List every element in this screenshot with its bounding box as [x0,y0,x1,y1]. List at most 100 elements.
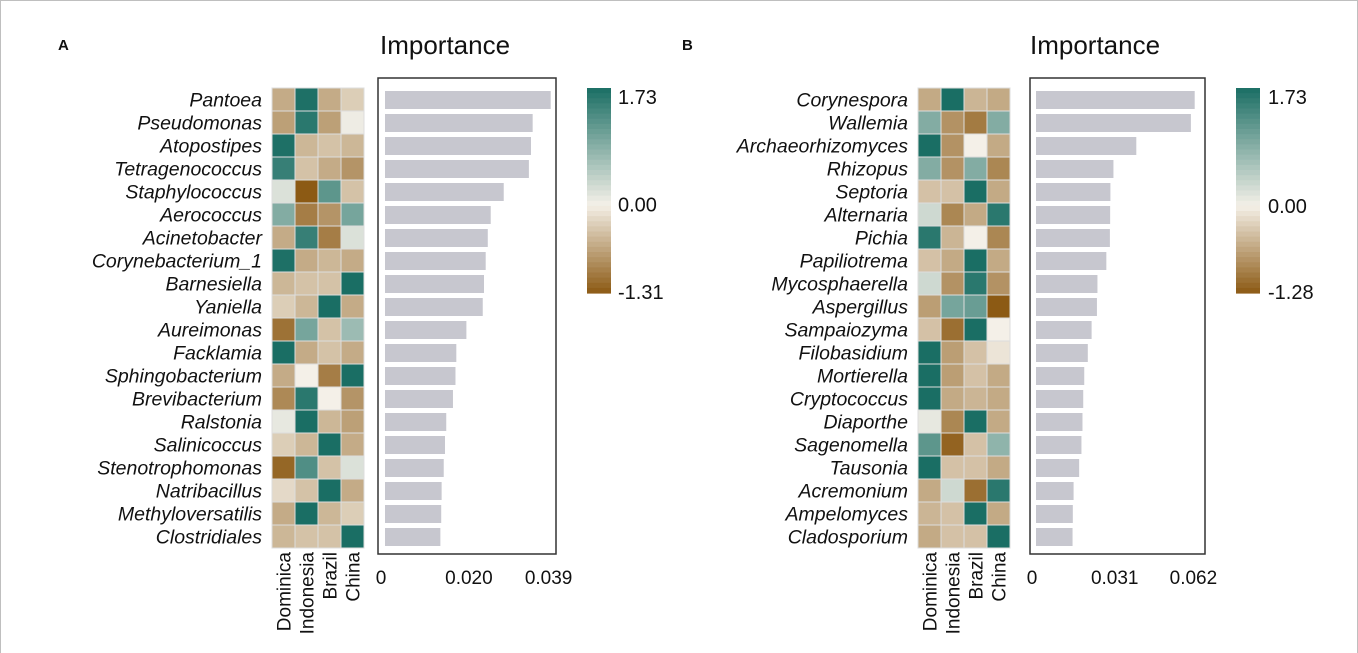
heatmap-cell [272,433,295,456]
importance-bar [1036,275,1097,293]
taxon-label: Acremonium [798,481,908,503]
color-scale-step [1236,150,1260,156]
color-scale-step [587,191,611,197]
heatmap-cell [964,433,987,456]
heatmap-cell [272,226,295,249]
heatmap-cell [295,134,318,157]
importance-bar [385,390,453,408]
heatmap-cell [918,157,941,180]
taxon-label: Papiliotrema [800,251,909,273]
heatmap-cell [272,502,295,525]
color-scale-step [587,119,611,125]
heatmap-cell [941,111,964,134]
taxon-labels: CorynesporaWallemiaArchaeorhizomycesRhiz… [736,90,908,549]
color-scale-step [1236,247,1260,253]
heatmap-cell [318,502,341,525]
color-scale-step [1236,252,1260,258]
heatmap-cell [272,295,295,318]
heatmap-cell [295,410,318,433]
heatmap [272,88,364,548]
heatmap-cell [341,318,364,341]
color-scale-step [1236,170,1260,176]
color-scale-label: -1.31 [618,282,664,304]
taxon-label: Ralstonia [181,412,262,434]
heatmap-cell [918,180,941,203]
heatmap-cell [341,272,364,295]
importance-bar [1036,413,1082,431]
heatmap-cell [941,456,964,479]
heatmap-cell [341,364,364,387]
importance-bar [1036,344,1088,362]
heatmap-cell [272,456,295,479]
color-scale-step [1236,211,1260,217]
heatmap-cell [987,226,1010,249]
color-scale-step [1236,93,1260,99]
color-scale-step [1236,201,1260,207]
color-scale-step [1236,88,1260,94]
color-scale-step [1236,134,1260,140]
color-scale-step [587,144,611,150]
country-label: China [990,552,1011,602]
taxon-label: Methyloversatilis [118,504,262,526]
x-tick-label: 0.062 [1170,568,1218,589]
heatmap-cell [987,341,1010,364]
color-scale-step [587,98,611,104]
heatmap-cell [964,180,987,203]
importance-bar [385,367,455,385]
heatmap-cell [918,410,941,433]
panel-label: A [58,37,69,54]
heatmap-cell [295,226,318,249]
color-scale-step [1236,103,1260,109]
importance-bar [385,459,444,477]
importance-bar [1036,137,1136,155]
importance-bar [1036,482,1074,500]
heatmap-cell [964,364,987,387]
color-scale-step [587,160,611,166]
heatmap-cell [318,456,341,479]
color-scale-step [587,237,611,243]
importance-bar [1036,367,1084,385]
taxon-label: Atopostipes [159,136,262,158]
color-scale-step [1236,109,1260,115]
importance-bar [385,321,466,339]
country-label: Brazil [967,552,988,600]
heatmap-cell [918,318,941,341]
heatmap-cell [941,364,964,387]
color-scale-step [587,257,611,263]
heatmap-cell [941,341,964,364]
importance-bar [385,298,483,316]
color-scale-step [587,175,611,181]
importance-bar [1036,114,1191,132]
heatmap-cell [987,410,1010,433]
heatmap-cell [987,295,1010,318]
taxon-label: Filobasidium [799,343,908,365]
taxon-label: Tetragenococcus [114,159,262,181]
heatmap-cell [964,203,987,226]
importance-bar [385,114,533,132]
importance-bar [385,137,531,155]
taxon-label: Mycosphaerella [771,274,908,296]
importance-bar [385,436,445,454]
x-tick-labels: 0 0.031 0.062 [1027,568,1217,589]
country-label: Dominica [275,552,296,632]
importance-bar [1036,91,1195,109]
country-label: Indonesia [944,552,965,635]
heatmap-cell [987,88,1010,111]
panel-label: B [682,37,693,54]
panel-b: B Importance CorynesporaWallemiaArchaeor… [682,30,1314,634]
color-scale-step [1236,242,1260,248]
heatmap-cell [941,226,964,249]
color-scale-step [587,170,611,176]
color-scale-step [587,278,611,284]
heatmap-cell [941,479,964,502]
color-scale-step [1236,262,1260,268]
importance-bar [1036,528,1073,546]
color-scale-step [587,216,611,222]
heatmap-cell [318,88,341,111]
heatmap-cell [987,433,1010,456]
heatmap-cell [341,479,364,502]
heatmap-cell [341,410,364,433]
heatmap-cell [341,249,364,272]
importance-bars [385,91,551,546]
color-scale-step [1236,114,1260,120]
